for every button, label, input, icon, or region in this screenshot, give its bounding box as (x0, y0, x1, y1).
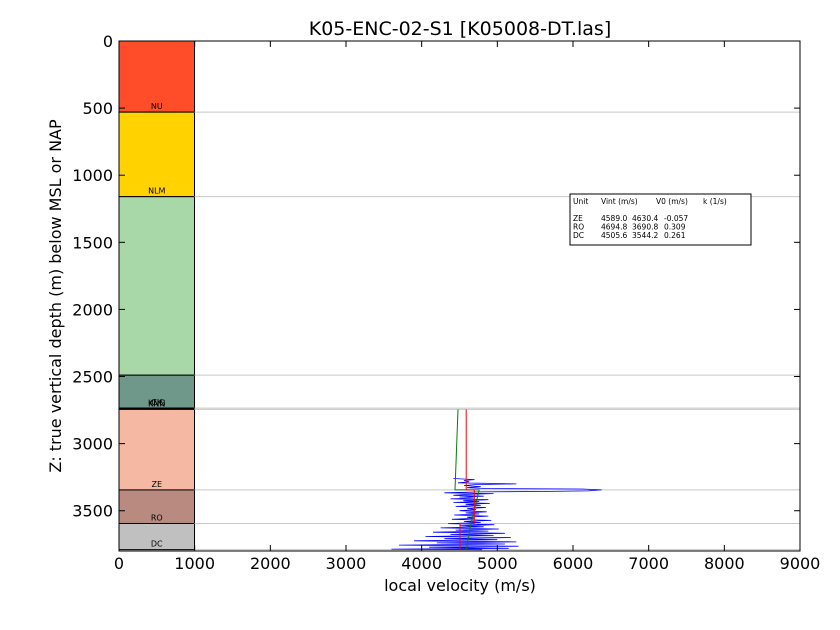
unit-block-dc (118, 522, 195, 551)
x-tick-label-3: 3000 (326, 554, 367, 573)
table-cell-r0-c2: 4630.4 (632, 214, 658, 223)
velocity-table: Unit Vint (m/s) V0 (m/s) k (1/s) ZE 4589.0 463… (569, 193, 752, 246)
unit-label-ck: CK (151, 398, 163, 407)
unit-label-dc: DC (151, 540, 163, 549)
table-cell-r2-c2: 3544.2 (632, 231, 658, 240)
table-header-2: V0 (m/s) (656, 197, 688, 206)
table-cell-r0-c3: -0.057 (664, 214, 688, 223)
unit-block-unlabeled-2 (118, 196, 195, 376)
x-axis-label: local velocity (m/s) (384, 576, 536, 595)
unit-label-nlm: NLM (148, 187, 165, 196)
y-axis-label: Z: true vertical depth (m) below MSL or … (46, 119, 65, 473)
chart-title: K05-ENC-02-S1 [K05008-DT.las] (309, 18, 611, 40)
unit-label-ze: ZE (151, 480, 162, 489)
unit-label-nu: NU (151, 102, 163, 111)
x-tick-label-6: 6000 (553, 554, 594, 573)
series-line-0 (391, 478, 602, 551)
unit-label-knn: KNN (148, 399, 165, 408)
unit-label-ro: RO (151, 513, 163, 522)
x-tick-label-4: 4000 (401, 554, 442, 573)
x-tick-label-9: 9000 (780, 554, 821, 573)
velocity-series (391, 409, 602, 551)
table-cell-r1-c2: 3690.8 (632, 223, 658, 232)
y-tick-label-4: 2000 (72, 300, 113, 319)
x-tick-label-1: 1000 (174, 554, 215, 573)
series-line-1 (454, 409, 480, 550)
unit-block-nlm (118, 111, 195, 198)
unit-block-ck (118, 374, 195, 409)
x-tick-label-8: 8000 (704, 554, 745, 573)
series-line-2 (459, 409, 475, 550)
y-tick-label-2: 1000 (72, 166, 113, 185)
table-cell-r2-c1: 4505.6 (601, 231, 627, 240)
axes: 0 1000 2000 3000 4000 5000 6000 7000 8000 9000 0 50… (72, 32, 820, 573)
unit-block-ze (118, 408, 195, 491)
x-tick-label-2: 2000 (250, 554, 291, 573)
table-header-0: Unit (573, 197, 588, 206)
y-tick-label-1: 500 (82, 99, 113, 118)
table-cell-r1-c0: RO (573, 223, 584, 232)
y-tick-label-7: 3500 (72, 502, 113, 521)
y-tick-label-6: 3000 (72, 435, 113, 454)
table-cell-r2-c3: 0.261 (664, 231, 686, 240)
x-tick-label-7: 7000 (628, 554, 669, 573)
table-box (569, 193, 752, 246)
y-tick-label-5: 2500 (72, 368, 113, 387)
table-cell-r1-c3: 0.309 (664, 223, 686, 232)
y-tick-label-0: 0 (103, 32, 113, 51)
x-tick-label-0: 0 (114, 554, 124, 573)
table-cell-r0-c0: ZE (573, 214, 583, 223)
table-cell-r0-c1: 4589.0 (601, 214, 627, 223)
unit-block-nu (118, 40, 195, 113)
table-cell-r1-c1: 4694.8 (601, 223, 627, 232)
unit-block-ro (118, 489, 195, 524)
table-header-1: Vint (m/s) (601, 197, 638, 206)
plot-frame (118, 40, 801, 552)
x-tick-label-5: 5000 (477, 554, 518, 573)
table-header-3: k (1/s) (703, 197, 727, 206)
unit-label-kng: KNG (148, 399, 165, 408)
y-tick-label-3: 1500 (72, 233, 113, 252)
table-cell-r2-c0: DC (573, 231, 584, 240)
